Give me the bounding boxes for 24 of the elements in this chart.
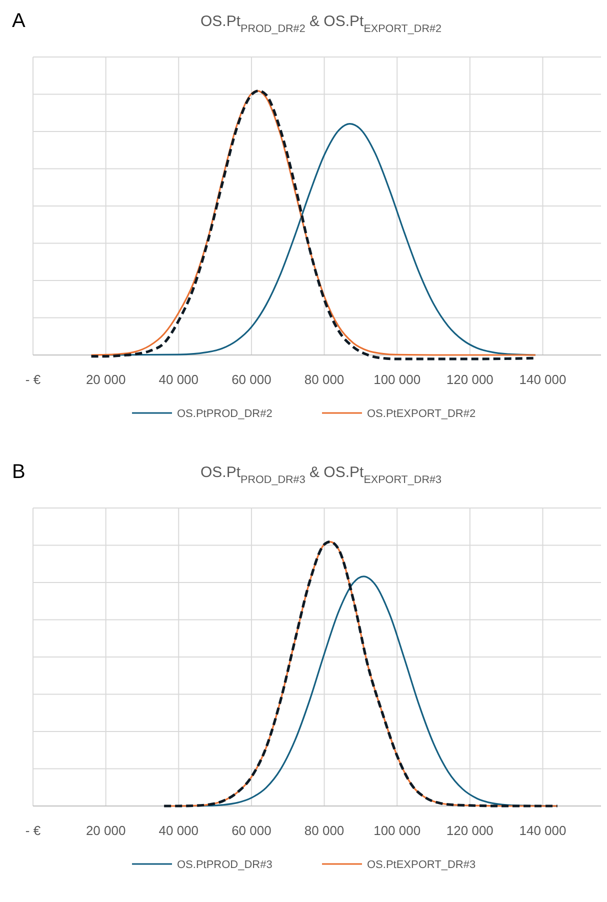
legend-label: OS.PtEXPORT_DR#2	[367, 408, 476, 420]
x-tick-label: 100 000	[374, 823, 421, 838]
x-tick-label: - €	[25, 823, 42, 838]
x-tick-label: 80 000	[304, 372, 344, 387]
legend-label: OS.PtEXPORT_DR#3	[367, 859, 476, 871]
x-tick-label: - €	[25, 372, 42, 387]
x-tick-label: 80 000	[304, 823, 344, 838]
x-tick-label: 120 000	[446, 823, 494, 838]
legend-label: OS.PtPROD_DR#3	[177, 859, 272, 871]
x-tick-label: 140 000	[519, 372, 566, 387]
x-tick-label: 100 000	[374, 372, 421, 387]
x-tick-label: 20 000	[86, 372, 126, 387]
legend-label: OS.PtPROD_DR#2	[177, 408, 272, 420]
text: B	[12, 461, 26, 483]
x-tick-label: 60 000	[232, 372, 272, 387]
text: A	[12, 10, 26, 32]
x-tick-label: 140 000	[519, 823, 566, 838]
x-tick-label: 120 000	[446, 372, 494, 387]
x-tick-label: 40 000	[158, 372, 199, 387]
x-tick-label: 40 000	[158, 823, 199, 838]
chart-title: OS.Pt$_{PROD_DR#3}$ & OS.Pt$_{EXPORT_DR#3}$	[200, 464, 442, 486]
chart-title: OS.Pt$_{PROD_DR#2}$ & OS.Pt$_{EXPORT_DR#2}$	[200, 13, 442, 35]
x-tick-label: 60 000	[232, 823, 272, 838]
x-tick-label: 20 000	[86, 823, 126, 838]
